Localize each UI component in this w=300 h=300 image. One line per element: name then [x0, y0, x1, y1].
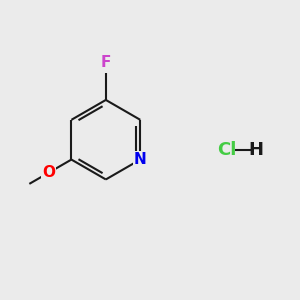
- Text: O: O: [42, 165, 55, 180]
- Text: F: F: [100, 55, 111, 70]
- Text: N: N: [134, 152, 147, 167]
- Text: Cl: Cl: [217, 141, 236, 159]
- Text: H: H: [249, 141, 264, 159]
